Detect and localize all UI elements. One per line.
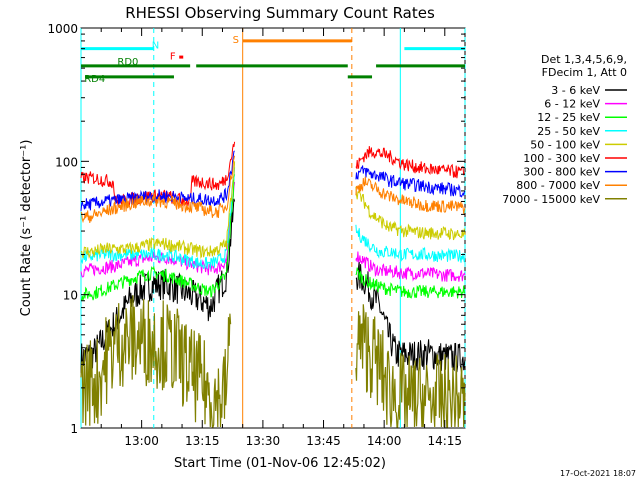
- legend-entry-0: 3 - 6 keV: [551, 84, 600, 97]
- flag-marker-f: [179, 55, 184, 59]
- x-tick-label-2: 13:30: [246, 434, 281, 448]
- y-tick-label-0: 1: [70, 422, 78, 436]
- x-tick-label-4: 14:00: [367, 434, 402, 448]
- series-line-4: [80, 161, 466, 259]
- flag-label-2: RD4: [84, 74, 105, 85]
- legend-entry-2: 12 - 25 keV: [537, 111, 600, 124]
- legend-entry-7: 800 - 7000 keV: [516, 179, 600, 192]
- series-line-8: [80, 295, 466, 428]
- flag-label-4: F: [170, 52, 176, 63]
- chart-title: RHESSI Observing Summary Count Rates: [125, 4, 435, 22]
- y-tick-label-1: 10: [63, 289, 78, 303]
- legend-header-1: FDecim 1, Att 0: [542, 66, 627, 79]
- x-axis: 13:00 13:15 13:30 13:45 14:00 14:15: [100, 28, 462, 448]
- y-axis-label: Count Rate (s⁻¹ detector⁻¹): [19, 140, 34, 317]
- y-tick-label-3: 1000: [47, 22, 78, 36]
- footer-timestamp: 17-Oct-2021 18:07: [560, 469, 636, 478]
- legend-entry-3: 25 - 50 keV: [537, 125, 600, 138]
- y-axis: 1 10 100 1000: [47, 22, 465, 436]
- flag-label-1: RD0: [117, 57, 138, 68]
- legend-header-0: Det 1,3,4,5,6,9,: [541, 53, 627, 66]
- legend-entry-5: 100 - 300 keV: [523, 152, 600, 165]
- legend-entry-4: 50 - 100 keV: [530, 138, 600, 151]
- legend: Det 1,3,4,5,6,9,FDecim 1, Att 0 3 - 6 keV…: [502, 53, 627, 206]
- legend-entry-8: 7000 - 15000 keV: [502, 193, 600, 206]
- series-line-1: [80, 181, 466, 282]
- series-line-5: [80, 141, 466, 208]
- series-line-2: [80, 174, 466, 301]
- series-line-6: [80, 150, 466, 212]
- x-tick-label-3: 13:45: [306, 434, 341, 448]
- x-tick-label-5: 14:15: [427, 434, 462, 448]
- legend-entry-1: 6 - 12 keV: [544, 98, 600, 111]
- series-line-7: [80, 155, 466, 224]
- flag-label-0: N: [152, 41, 159, 52]
- x-tick-label-1: 13:15: [185, 434, 220, 448]
- flag-label-3: S: [233, 35, 239, 46]
- legend-entry-6: 300 - 800 keV: [523, 166, 600, 179]
- x-tick-label-0: 13:00: [124, 434, 159, 448]
- plot-area: N RD0 RD4 S F: [80, 27, 466, 429]
- x-axis-label: Start Time (01-Nov-06 12:45:02): [174, 456, 386, 471]
- y-tick-label-2: 100: [55, 155, 78, 169]
